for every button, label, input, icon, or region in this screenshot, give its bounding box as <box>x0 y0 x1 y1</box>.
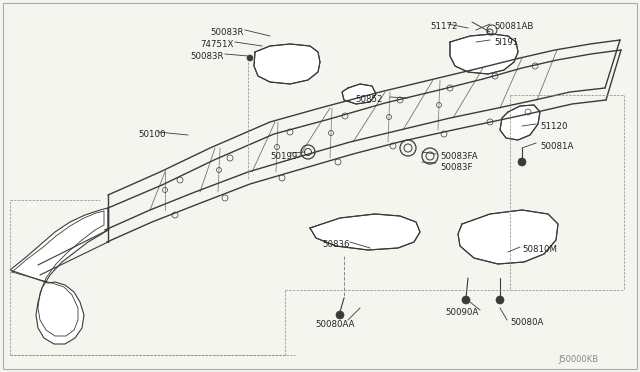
Text: 50083FA: 50083FA <box>440 152 477 161</box>
Circle shape <box>518 158 526 166</box>
Text: 50810M: 50810M <box>522 245 557 254</box>
Text: 50083R: 50083R <box>210 28 243 37</box>
Text: 50083R: 50083R <box>190 52 223 61</box>
Text: 74751X: 74751X <box>200 40 234 49</box>
Text: 50852: 50852 <box>355 95 383 104</box>
Circle shape <box>336 311 344 319</box>
Text: J50000KB: J50000KB <box>558 355 598 364</box>
Text: 5l191: 5l191 <box>494 38 518 47</box>
Text: 50081A: 50081A <box>540 142 573 151</box>
Text: 50199: 50199 <box>270 152 297 161</box>
Circle shape <box>247 55 253 61</box>
Polygon shape <box>450 34 518 74</box>
Polygon shape <box>458 210 558 264</box>
Polygon shape <box>342 84 376 104</box>
Text: 50836: 50836 <box>322 240 349 249</box>
Text: 50100: 50100 <box>138 130 166 139</box>
Circle shape <box>462 296 470 304</box>
Polygon shape <box>254 44 320 84</box>
Text: 50090A: 50090A <box>445 308 478 317</box>
Text: 50083F: 50083F <box>440 163 472 172</box>
Text: 51120: 51120 <box>540 122 568 131</box>
Polygon shape <box>10 208 108 344</box>
Text: 50081AB: 50081AB <box>494 22 533 31</box>
Polygon shape <box>500 105 540 140</box>
Text: 50080A: 50080A <box>510 318 543 327</box>
Circle shape <box>496 296 504 304</box>
Text: 50080AA: 50080AA <box>315 320 355 329</box>
Polygon shape <box>310 214 420 250</box>
Text: 51172: 51172 <box>430 22 458 31</box>
